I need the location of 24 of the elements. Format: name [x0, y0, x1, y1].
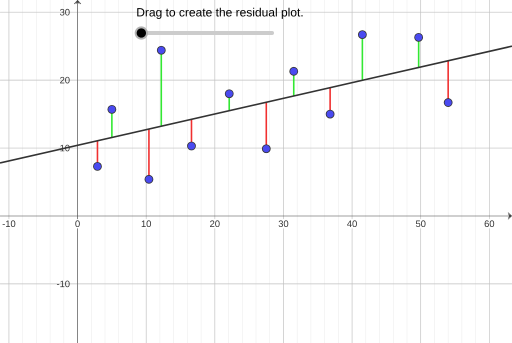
point: [444, 98, 453, 107]
point: [156, 46, 166, 55]
annotation: Drag to create the residual plot.: [137, 8, 303, 19]
point: [289, 66, 298, 76]
point: [358, 30, 367, 40]
point: [107, 104, 116, 114]
y-tick-label: -10: [56, 280, 70, 288]
point: [144, 174, 154, 184]
x-tick-label: 60: [484, 220, 494, 228]
x-tick-label: 50: [416, 220, 426, 228]
y-tick-label: 30: [60, 8, 70, 16]
y-tick-label: 20: [60, 76, 70, 84]
point: [262, 144, 271, 154]
x-tick-label: 40: [347, 220, 357, 228]
x-tick-label: 30: [278, 220, 288, 228]
point: [414, 32, 424, 42]
x-tick-label: 0: [75, 220, 80, 228]
x-tick-label: 20: [210, 220, 220, 228]
point: [187, 142, 196, 150]
point: [93, 162, 102, 171]
x-tick-label: 10: [142, 220, 152, 228]
point: [326, 110, 335, 118]
x-tick-label: -10: [2, 220, 16, 228]
point: [224, 89, 234, 98]
